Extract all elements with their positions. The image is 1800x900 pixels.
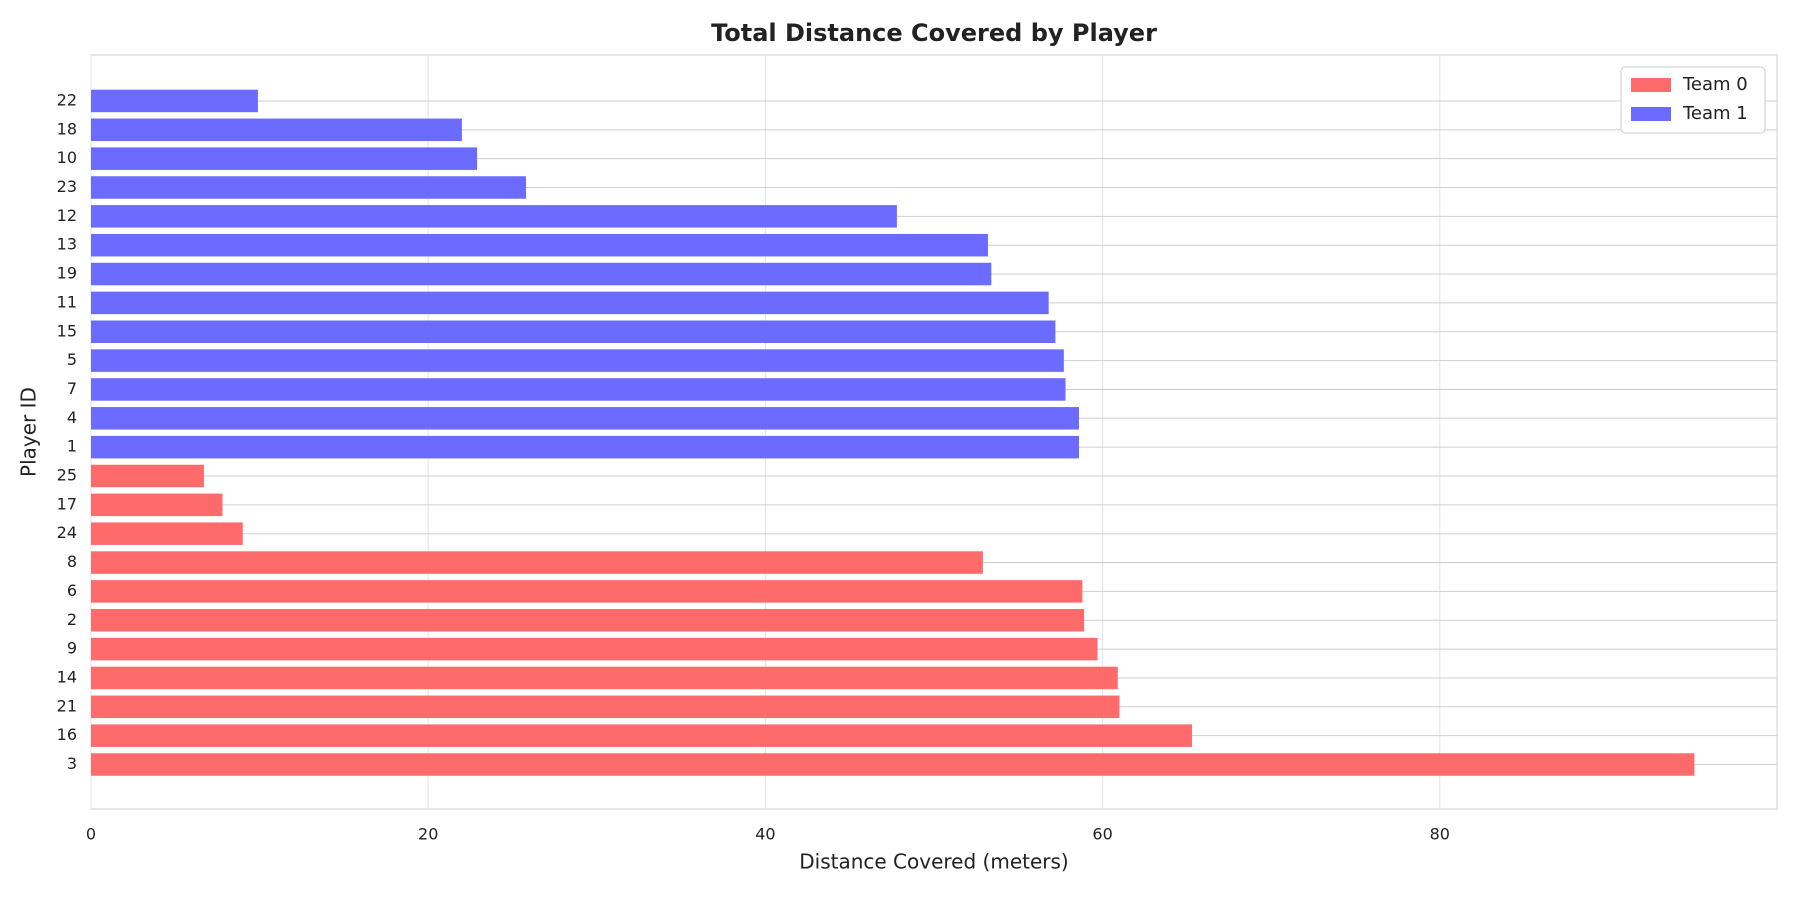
bar: [91, 407, 1079, 430]
bar: [91, 551, 983, 574]
y-tick-label: 7: [67, 379, 77, 398]
y-tick-label: 5: [67, 350, 77, 369]
bar: [91, 637, 1098, 661]
bar: [91, 580, 1083, 603]
y-tick-label: 9: [67, 639, 77, 658]
y-tick-label: 15: [57, 321, 77, 340]
y-axis-label: Player ID: [17, 387, 41, 477]
y-tick-label: 19: [57, 264, 77, 283]
bar: [91, 522, 243, 545]
bar: [91, 753, 1695, 776]
bar: [91, 118, 462, 142]
legend-swatch: [1631, 107, 1671, 121]
bar: [91, 464, 204, 488]
y-tick-label: 23: [57, 177, 77, 196]
bar: [91, 233, 988, 257]
legend-label: Team 1: [1682, 103, 1748, 124]
bar: [91, 262, 992, 286]
y-tick-label: 25: [57, 466, 77, 485]
x-tick-label: 20: [418, 825, 438, 844]
bar: [91, 176, 526, 199]
x-tick-label: 80: [1430, 825, 1450, 844]
bar: [91, 695, 1120, 719]
chart-title: Total Distance Covered by Player: [711, 19, 1157, 47]
bar: [91, 493, 223, 517]
bar: [91, 378, 1066, 401]
y-tick-label: 18: [57, 119, 77, 138]
x-tick-label: 40: [755, 825, 775, 844]
bar: [91, 205, 897, 228]
y-tick-label: 14: [57, 667, 77, 686]
y-tick-label: 3: [67, 754, 77, 773]
bar: [91, 89, 258, 113]
y-tick-label: 10: [57, 148, 77, 167]
legend-label: Team 0: [1682, 74, 1748, 95]
legend-swatch: [1631, 78, 1671, 92]
y-tick-label: 22: [57, 90, 77, 109]
bar: [91, 608, 1085, 632]
y-tick-label: 16: [57, 725, 77, 744]
x-tick-label: 60: [1092, 825, 1112, 844]
legend: Team 0 Team 1: [1620, 66, 1766, 134]
y-tick-label: 11: [57, 292, 77, 311]
y-tick-label: 24: [57, 523, 77, 542]
x-tick-label: 0: [86, 825, 96, 844]
bar: [91, 724, 1192, 747]
y-tick-label: 17: [57, 494, 77, 513]
y-tick-label: 21: [57, 696, 77, 715]
bar: [91, 435, 1079, 459]
y-tick-label: 13: [57, 235, 77, 254]
y-tick-label: 12: [57, 206, 77, 225]
y-tick-label: 1: [67, 437, 77, 456]
y-tick-label: 6: [67, 581, 77, 600]
bar: [91, 320, 1056, 344]
bar: [91, 666, 1118, 690]
y-tick-label: 2: [67, 610, 77, 629]
y-tick-label: 4: [67, 408, 77, 427]
bar: [91, 291, 1049, 315]
x-axis-label: Distance Covered (meters): [799, 850, 1068, 874]
y-tick-label: 8: [67, 552, 77, 571]
bar: [91, 147, 478, 170]
bar: [91, 349, 1064, 372]
